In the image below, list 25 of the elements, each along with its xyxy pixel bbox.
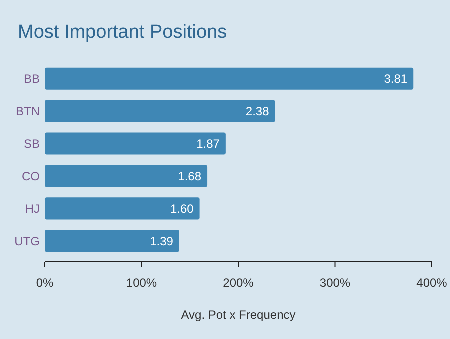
data-label: 1.87 bbox=[196, 136, 220, 151]
x-tick-label: 200% bbox=[223, 276, 254, 290]
x-tick-label: 300% bbox=[320, 276, 351, 290]
y-tick-label: BB bbox=[24, 72, 40, 86]
y-tick-label: CO bbox=[22, 169, 40, 184]
data-label: 1.60 bbox=[170, 202, 194, 216]
bar bbox=[45, 100, 276, 122]
y-tick-label: HJ bbox=[25, 202, 40, 216]
x-tick-label: 100% bbox=[126, 276, 158, 290]
data-label: 1.39 bbox=[150, 234, 174, 248]
x-tick-label: 400% bbox=[416, 276, 448, 290]
bar bbox=[45, 68, 414, 90]
x-axis-title: Avg. Pot x Frequency bbox=[181, 308, 296, 322]
data-label: 3.81 bbox=[384, 72, 408, 86]
bar bbox=[45, 132, 226, 155]
y-tick-label: BTN bbox=[16, 104, 40, 119]
chart-title: Most Important Positions bbox=[18, 22, 228, 43]
x-tick-label: 0% bbox=[36, 276, 54, 290]
y-tick-label: UTG bbox=[14, 234, 40, 248]
bar bbox=[45, 165, 208, 188]
y-tick-label: SB bbox=[24, 136, 40, 151]
bar bbox=[45, 230, 180, 252]
data-label: 2.38 bbox=[246, 104, 270, 119]
data-label: 1.68 bbox=[178, 169, 202, 184]
bar bbox=[45, 198, 200, 220]
